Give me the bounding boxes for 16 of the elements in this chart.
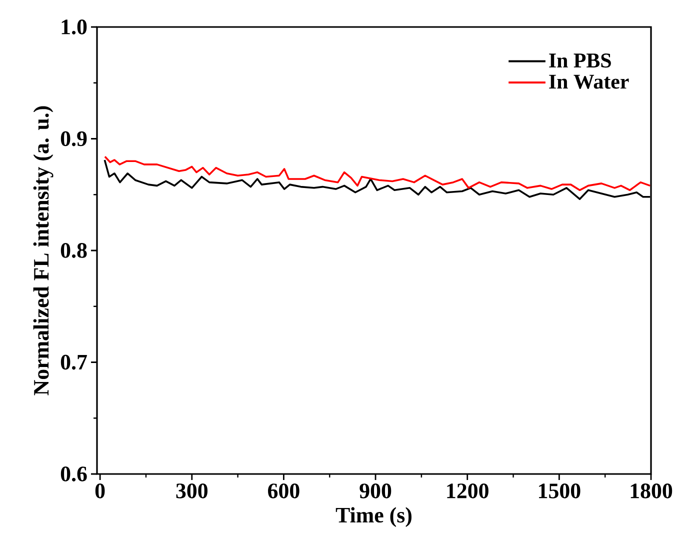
y-tick-label: 0.6 (60, 466, 87, 482)
y-tick-label: 0.8 (60, 243, 87, 258)
y-tick-label: 0.9 (60, 131, 87, 146)
legend-label: In PBS (549, 54, 611, 68)
legend-label: In Water (549, 74, 629, 89)
x-tick-label: 900 (360, 484, 392, 498)
x-tick-label: 1800 (630, 484, 672, 498)
x-tick-label: 0 (95, 484, 105, 498)
x-tick-label: 300 (176, 484, 208, 498)
y-axis-title: Normalized FL intensity (a. u.) (33, 106, 54, 396)
y-tick-label: 1.0 (62, 20, 87, 34)
y-tick-label: 0.7 (60, 354, 87, 370)
x-tick-label: 600 (268, 484, 300, 498)
x-tick-label: 1200 (447, 484, 488, 498)
x-tick-label: 1500 (539, 484, 580, 498)
x-axis-title: Time (s) (336, 507, 412, 528)
